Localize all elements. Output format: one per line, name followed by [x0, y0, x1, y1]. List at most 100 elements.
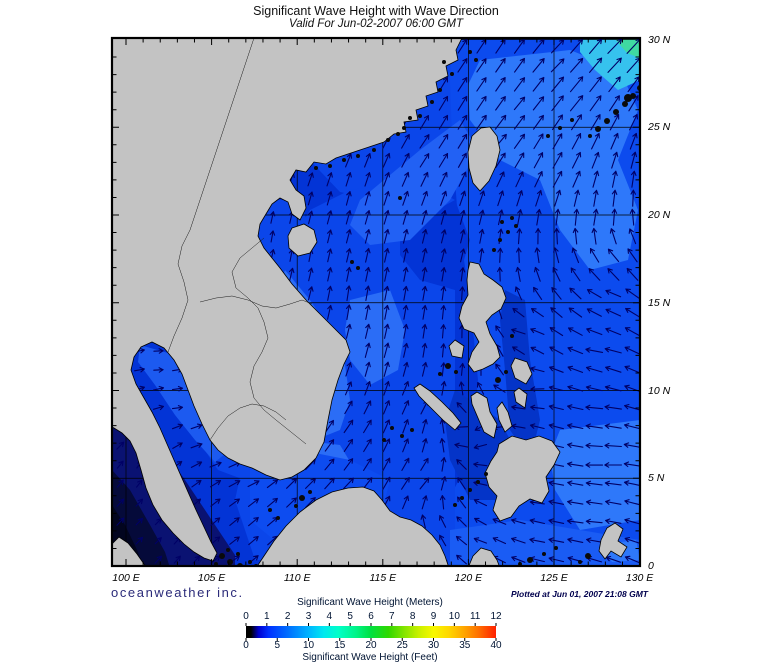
- islet: [624, 94, 632, 102]
- islet: [510, 216, 514, 220]
- country-border-2: [199, 295, 313, 309]
- colorbar-title-meters: Significant Wave Height (Meters): [297, 597, 443, 608]
- islet: [546, 134, 550, 138]
- land-mindoro: [448, 339, 465, 359]
- islet: [585, 553, 591, 559]
- islet: [236, 552, 240, 556]
- cb-meter-tick-9: 9: [430, 611, 437, 622]
- islet: [410, 428, 414, 432]
- islet: [408, 116, 412, 120]
- cb-meter-tick-12: 12: [490, 611, 502, 622]
- cb-meter-tick-4: 4: [326, 611, 333, 622]
- cb-meter-tick-5: 5: [347, 611, 353, 622]
- cb-meter-tick-1: 1: [264, 611, 270, 622]
- islet: [299, 495, 305, 501]
- islet: [474, 58, 478, 62]
- land-mainland-asia: [112, 38, 463, 562]
- islet: [554, 546, 558, 550]
- lat-label-20N: 20 N: [648, 209, 671, 221]
- islet: [468, 488, 472, 492]
- land-hainan: [287, 223, 318, 257]
- islet: [400, 434, 404, 438]
- land-samar: [510, 357, 533, 385]
- cb-feet-tick-0: 0: [243, 640, 249, 651]
- islet: [506, 230, 510, 234]
- islet: [227, 559, 233, 565]
- lon-label-100E: 100 E: [112, 572, 140, 584]
- sea-patch-celebes-light: [450, 520, 640, 566]
- islet: [314, 166, 318, 170]
- islet: [328, 164, 332, 168]
- islet: [402, 126, 406, 130]
- islet: [268, 508, 272, 512]
- land-borneo: [256, 486, 449, 566]
- lat-label-30N: 30 N: [648, 33, 671, 46]
- land-luzon: [458, 261, 507, 373]
- cb-meter-tick-6: 6: [368, 611, 374, 622]
- islet: [450, 72, 454, 76]
- country-border-1: [167, 38, 255, 353]
- cb-feet-tick-30: 30: [427, 640, 440, 651]
- lon-label-120E: 120 E: [454, 572, 483, 584]
- islet: [578, 560, 582, 564]
- land-taiwan: [467, 126, 501, 192]
- islet: [604, 118, 610, 124]
- lat-label-5N: 5 N: [648, 472, 665, 485]
- country-border-0: [231, 237, 307, 445]
- islet: [226, 548, 230, 552]
- islet: [438, 372, 442, 376]
- islet: [476, 480, 480, 484]
- lon-label-110E: 110 E: [283, 572, 311, 584]
- islet: [308, 490, 312, 494]
- land-cebu: [496, 401, 513, 433]
- islet: [445, 363, 451, 369]
- lon-label-105E: 105 E: [197, 572, 226, 584]
- islet: [500, 220, 504, 224]
- sea-patch-taiwan-strait-light: [350, 120, 478, 245]
- plot-subtitle: Valid For Jun-02-2007 06:00 GMT: [288, 18, 464, 30]
- islet: [386, 138, 390, 142]
- map-frame: [110, 36, 642, 568]
- land-halmahera: [598, 522, 628, 560]
- islet: [219, 553, 225, 559]
- lon-label-130E: 130 E: [625, 572, 654, 584]
- sea-patch-ne-cyan: [580, 38, 640, 90]
- cb-meter-tick-7: 7: [389, 611, 395, 622]
- islet: [372, 148, 376, 152]
- cb-meter-tick-11: 11: [469, 611, 481, 622]
- plotted-timestamp: Plotted at Jun 01, 2007 21:08 GMT: [511, 589, 648, 599]
- islet: [468, 50, 472, 54]
- cb-meter-tick-2: 2: [284, 611, 291, 622]
- cb-feet-tick-5: 5: [274, 640, 281, 651]
- islet: [558, 126, 562, 130]
- frame-ticks: [112, 38, 640, 566]
- lon-label-115E: 115 E: [369, 572, 397, 584]
- cb-feet-tick-20: 20: [365, 640, 377, 651]
- colorbar-title-feet: Significant Wave Height (Feet): [302, 652, 438, 663]
- islet: [438, 88, 442, 92]
- cb-meter-tick-8: 8: [409, 611, 416, 622]
- lat-label-10N: 10 N: [648, 384, 671, 397]
- islet: [498, 238, 502, 242]
- islet: [453, 503, 457, 507]
- cb-feet-tick-15: 15: [334, 640, 346, 651]
- cb-meter-tick-10: 10: [448, 611, 460, 622]
- islet: [622, 101, 628, 107]
- cb-feet-tick-10: 10: [302, 640, 315, 651]
- islet: [510, 334, 514, 338]
- islet: [570, 118, 574, 122]
- land-palawan: [413, 383, 462, 431]
- islet: [613, 109, 619, 115]
- islet: [276, 516, 280, 520]
- islet: [396, 132, 400, 136]
- islet: [504, 370, 508, 374]
- sea-patch-viet-coast-light-2: [345, 290, 405, 385]
- islet: [390, 426, 394, 430]
- islet: [350, 260, 354, 264]
- islet: [595, 126, 601, 132]
- cb-feet-tick-40: 40: [490, 640, 502, 651]
- colorbar-gradient: [246, 626, 496, 638]
- islet: [294, 504, 298, 508]
